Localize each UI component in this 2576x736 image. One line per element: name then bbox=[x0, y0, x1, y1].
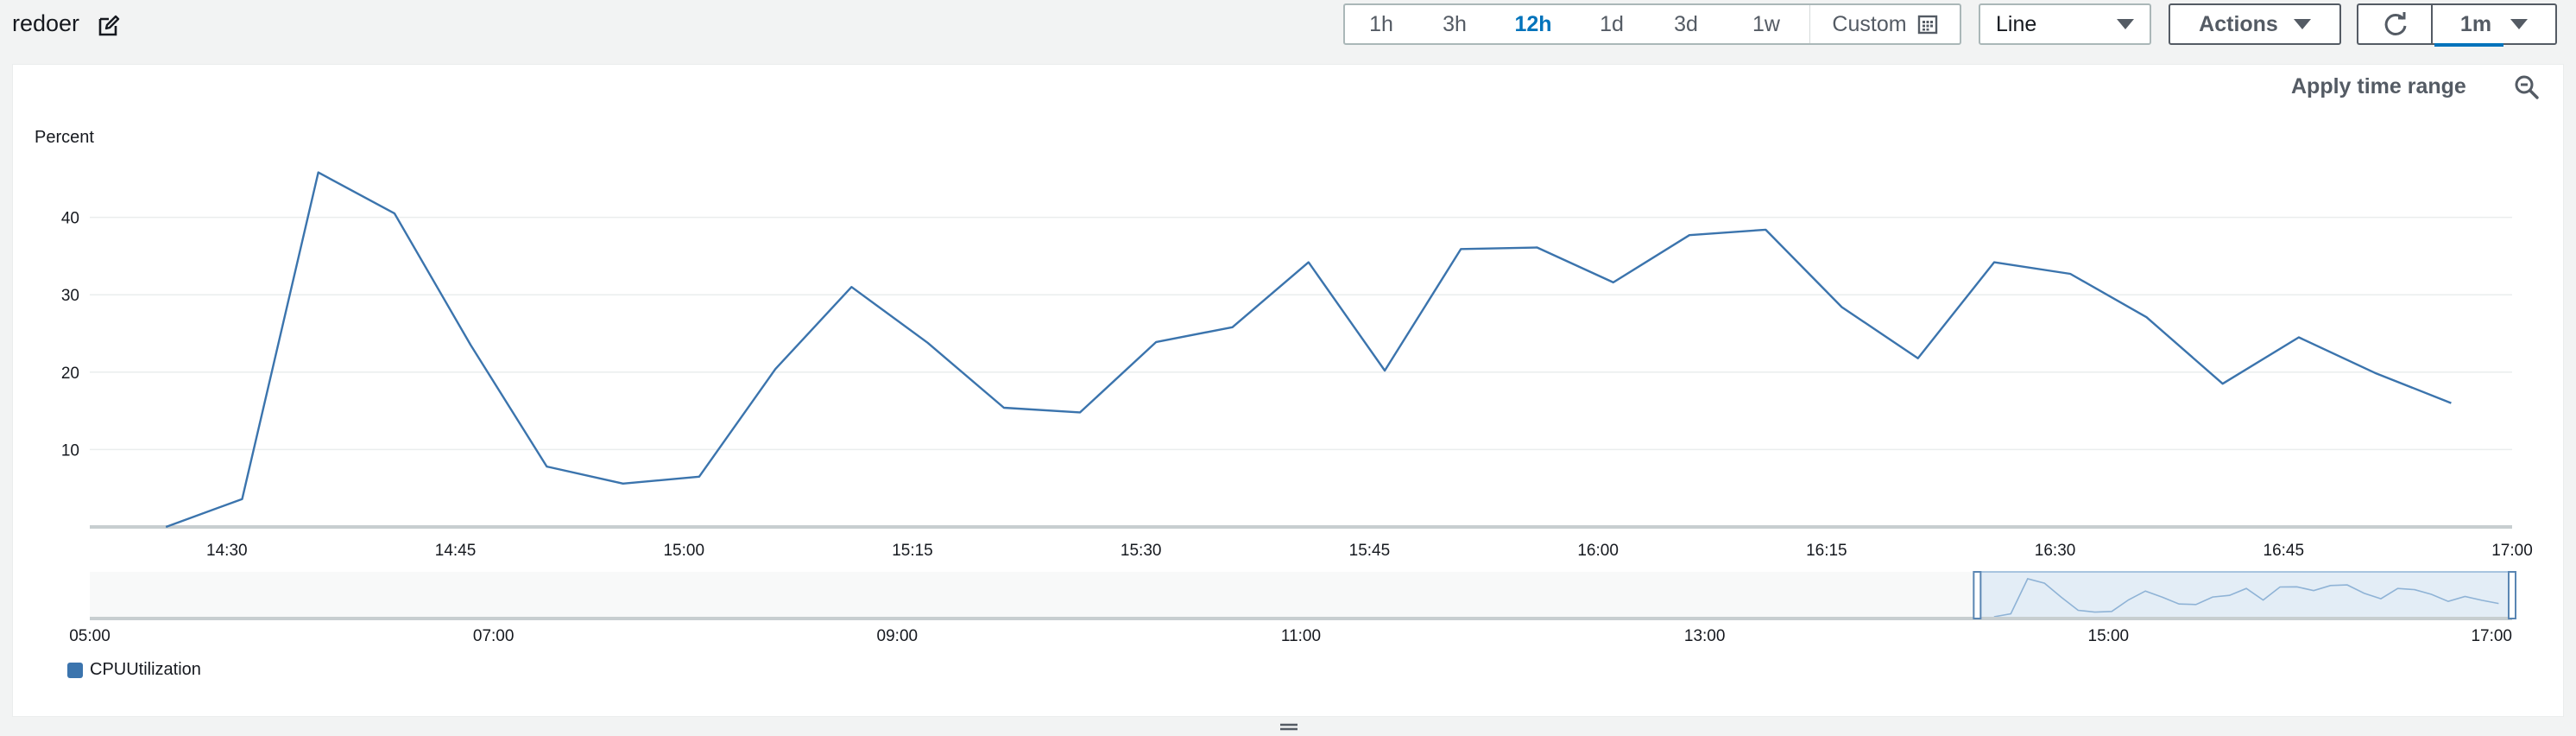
chevron-down-icon bbox=[2510, 19, 2529, 29]
actions-button[interactable]: Actions bbox=[2169, 3, 2341, 45]
x-tick-label: 16:30 bbox=[2035, 542, 2076, 560]
overview-tick-label: 15:00 bbox=[2088, 627, 2130, 645]
apply-time-range-link[interactable]: Apply time range bbox=[2291, 74, 2466, 98]
legend-swatch bbox=[67, 662, 83, 678]
overview-tick-label: 17:00 bbox=[2471, 627, 2512, 645]
legend-label: CPUUtilization bbox=[90, 660, 201, 679]
series-line bbox=[165, 171, 2452, 529]
zoom-out-icon[interactable] bbox=[2514, 74, 2540, 100]
time-range-1w[interactable]: 1w bbox=[1723, 5, 1809, 43]
overview-series-line bbox=[1993, 578, 2499, 618]
time-range-1w-label: 1w bbox=[1752, 11, 1780, 36]
time-range-selector: 1h 3h 12h 1d 3d 1w Custom bbox=[1343, 3, 1961, 45]
overview-tick-label: 09:00 bbox=[877, 627, 919, 645]
refresh-interval-value: 1m bbox=[2459, 11, 2492, 36]
overview-tick-label: 11:00 bbox=[1281, 627, 1321, 645]
resize-handle[interactable] bbox=[1279, 722, 1298, 734]
x-tick-label: 15:15 bbox=[892, 542, 933, 560]
interval-underline bbox=[2434, 43, 2503, 47]
x-tick-label: 15:45 bbox=[1349, 542, 1391, 560]
y-tick-label: 40 bbox=[61, 210, 79, 228]
y-axis-label: Percent bbox=[35, 128, 94, 147]
time-range-1h[interactable]: 1h bbox=[1345, 5, 1417, 43]
x-tick-label: 15:00 bbox=[663, 542, 704, 560]
actions-label: Actions bbox=[2199, 11, 2278, 36]
y-tick-label: 20 bbox=[61, 365, 79, 383]
widget-header: redoer 1h 3h 12h 1d 3d 1w Custom Line Ac… bbox=[0, 0, 2576, 57]
overview-handle[interactable] bbox=[1973, 571, 1982, 619]
x-tick-label: 14:45 bbox=[435, 542, 477, 560]
time-range-custom-label: Custom bbox=[1832, 11, 1907, 36]
y-tick-label: 10 bbox=[61, 441, 79, 460]
x-tick-label: 16:00 bbox=[1577, 542, 1619, 560]
refresh-button[interactable] bbox=[2357, 3, 2433, 45]
refresh-interval-select[interactable]: 1m bbox=[2431, 3, 2557, 45]
chevron-down-icon bbox=[2293, 19, 2311, 29]
x-tick-label: 14:30 bbox=[206, 542, 248, 560]
calendar-icon bbox=[1917, 15, 1937, 35]
time-range-1h-label: 1h bbox=[1369, 11, 1393, 36]
x-tick-label: 15:30 bbox=[1121, 542, 1162, 560]
time-range-3d[interactable]: 3d bbox=[1649, 5, 1723, 43]
overview-tick-label: 07:00 bbox=[473, 627, 515, 645]
time-range-1d-label: 1d bbox=[1600, 11, 1624, 36]
time-range-12h-label: 12h bbox=[1514, 11, 1552, 36]
widget-title: redoer bbox=[12, 10, 80, 36]
time-range-custom[interactable]: Custom bbox=[1809, 5, 1960, 43]
chevron-down-icon bbox=[2117, 19, 2134, 29]
refresh-icon bbox=[2384, 12, 2407, 35]
chart-type-select[interactable]: Line bbox=[1979, 3, 2151, 45]
time-range-3d-label: 3d bbox=[1674, 11, 1698, 36]
time-range-12h[interactable]: 12h bbox=[1492, 5, 1575, 43]
chart-legend: CPUUtilization bbox=[67, 660, 201, 680]
x-tick-label: 17:00 bbox=[2491, 542, 2533, 560]
overview-handle[interactable] bbox=[2508, 571, 2516, 619]
overview-selection bbox=[1976, 571, 2513, 619]
time-range-3h-label: 3h bbox=[1443, 11, 1467, 36]
time-range-3h[interactable]: 3h bbox=[1417, 5, 1492, 43]
x-tick-label: 16:15 bbox=[1806, 542, 1847, 560]
y-tick-label: 30 bbox=[61, 287, 79, 305]
chart-type-value: Line bbox=[1996, 11, 2037, 36]
overview-tick-label: 05:00 bbox=[69, 627, 110, 645]
time-range-1d[interactable]: 1d bbox=[1575, 5, 1649, 43]
edit-icon[interactable] bbox=[97, 14, 121, 38]
overview-tick-label: 13:00 bbox=[1684, 627, 1726, 645]
x-tick-label: 16:45 bbox=[2263, 542, 2305, 560]
